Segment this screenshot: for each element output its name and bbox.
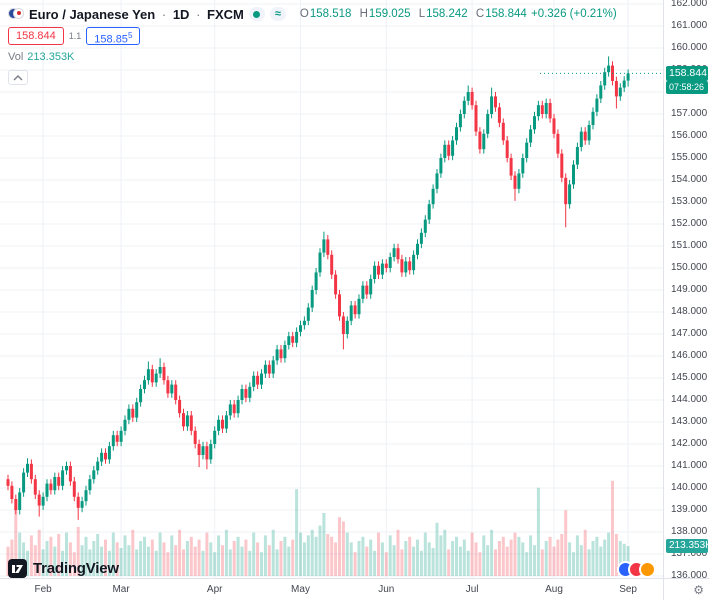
month-tick-label: Apr: [206, 584, 223, 595]
legend-footer-row: [8, 70, 617, 85]
symbol-name: Euro / Japanese Yen: [29, 6, 156, 22]
price-tick-label: 147.000: [671, 328, 708, 339]
symbol-logo-icon[interactable]: [8, 7, 24, 21]
price-tick-label: 146.000: [671, 350, 708, 361]
time-axis[interactable]: Feb Mar Apr May Jun Jul Aug Sep: [0, 578, 663, 600]
chevron-up-icon: [13, 74, 23, 80]
bar-countdown-badge: 07:58:26: [666, 81, 708, 94]
volume-legend: Vol 213.353K: [8, 51, 617, 65]
chart-legend: Euro / Japanese Yen · 1D · FXCM ≈ O158.5…: [8, 5, 617, 85]
price-tick-label: 153.000: [671, 196, 708, 207]
price-tick-label: 161.000: [671, 20, 708, 31]
price-tick-label: 141.000: [671, 460, 708, 471]
month-tick-label: Feb: [34, 584, 52, 595]
last-price-badge: 158.844: [666, 66, 708, 81]
change-value: +0.326 (+0.21%): [530, 8, 617, 20]
social-avatars[interactable]: [617, 561, 656, 578]
tradingview-logo-icon: [8, 559, 27, 578]
price-tick-label: 160.000: [671, 42, 708, 53]
volume-value: 213.353K: [27, 51, 75, 63]
high-label: H: [359, 8, 368, 20]
buy-button[interactable]: 158.855: [86, 27, 141, 46]
price-tick-label: 162.000: [671, 0, 708, 9]
settings-gear-icon[interactable]: ⚙: [693, 582, 704, 597]
month-tick-label: Aug: [545, 584, 563, 595]
month-tick-label: Jul: [465, 584, 479, 595]
price-tick-label: 157.000: [671, 108, 708, 119]
month-tick-label: Mar: [112, 584, 130, 595]
month-tick-label: Sep: [619, 584, 637, 595]
market-status-icon[interactable]: [248, 7, 265, 21]
open-label: O: [299, 8, 309, 20]
sell-button[interactable]: 158.844: [8, 27, 64, 45]
timeframe-label: 1D: [172, 6, 190, 22]
price-tick-label: 155.000: [671, 152, 708, 163]
volume-label: Vol: [8, 51, 24, 63]
session-extension-icon[interactable]: ≈: [269, 7, 286, 21]
bid-ask-row: 158.844 1.1 158.855: [8, 27, 617, 46]
price-tick-label: 139.000: [671, 504, 708, 515]
price-tick-label: 143.000: [671, 416, 708, 427]
price-tick-label: 156.000: [671, 130, 708, 141]
price-tick-label: 148.000: [671, 306, 708, 317]
price-tick-label: 138.000: [671, 526, 708, 537]
tradingview-logo-text: TradingView: [33, 560, 119, 577]
price-tick-label: 144.000: [671, 394, 708, 405]
symbol-row: Euro / Japanese Yen · 1D · FXCM ≈ O158.5…: [8, 5, 617, 23]
close-value: 158.844: [485, 8, 527, 20]
price-tick-label: 152.000: [671, 218, 708, 229]
price-tick-label: 137.000: [671, 548, 708, 559]
open-value: 158.518: [309, 8, 352, 20]
green-dot-icon: [253, 10, 261, 18]
price-tick-label: 140.000: [671, 482, 708, 493]
low-label: L: [418, 8, 426, 20]
price-tick-label: 150.000: [671, 262, 708, 273]
jp-flag-icon: [13, 7, 24, 19]
month-tick-label: Jun: [378, 584, 395, 595]
price-tick-label: 154.000: [671, 174, 708, 185]
high-value: 159.025: [368, 8, 411, 20]
price-tick-label: 136.000: [671, 570, 708, 581]
axis-corner: ⚙: [663, 578, 710, 600]
spread-value: 1.1: [68, 31, 82, 41]
symbol-title[interactable]: Euro / Japanese Yen · 1D · FXCM: [29, 6, 244, 22]
ohlc-values: O158.518 H159.025 L158.242 C158.844 +0.3…: [295, 8, 617, 20]
volume-bars: [6, 480, 630, 576]
legend-collapse-button[interactable]: [8, 70, 28, 85]
avatar-icon: [639, 561, 656, 578]
candles-layer: [6, 56, 630, 520]
tradingview-logo[interactable]: TradingView: [8, 559, 119, 578]
price-tick-label: 151.000: [671, 240, 708, 251]
exchange-label: FXCM: [207, 6, 244, 22]
price-axis[interactable]: 136.000 137.000 138.000 139.000 140.000 141.0…: [663, 0, 710, 581]
price-tick-label: 145.000: [671, 372, 708, 383]
volume-last-badge: 213.353K: [666, 539, 710, 553]
price-tick-label: 149.000: [671, 284, 708, 295]
month-tick-label: May: [291, 584, 310, 595]
close-label: C: [475, 8, 485, 20]
low-value: 158.242: [426, 8, 468, 20]
price-tick-label: 142.000: [671, 438, 708, 449]
grid-lines: [0, 0, 663, 578]
